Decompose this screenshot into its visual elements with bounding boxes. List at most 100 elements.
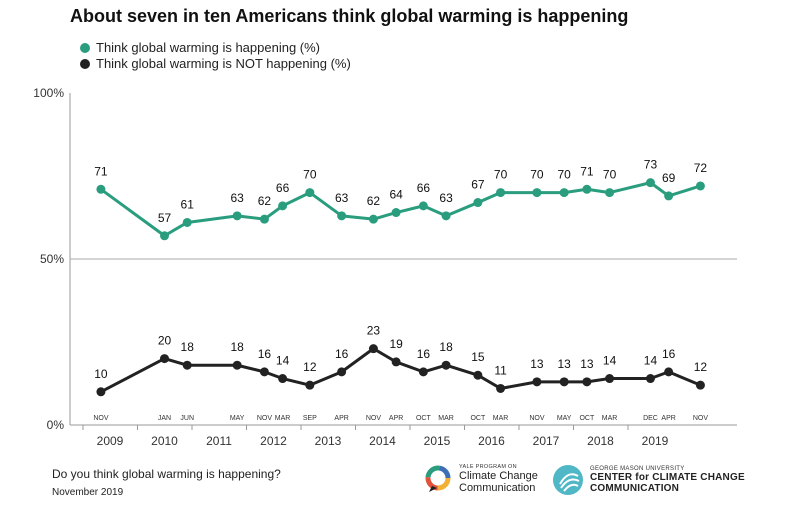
gmu-logo-line2: COMMUNICATION bbox=[590, 483, 680, 494]
data-label-not: 13 bbox=[580, 357, 594, 371]
y-tick-label: 100% bbox=[33, 86, 64, 100]
x-month-label: SEP bbox=[303, 415, 317, 422]
gmu-logo-small: GEORGE MASON UNIVERSITY bbox=[590, 466, 685, 472]
x-month-label: OCT bbox=[579, 415, 595, 422]
x-month-label: JAN bbox=[158, 415, 171, 422]
survey-question: Do you think global warming is happening… bbox=[52, 467, 281, 481]
data-point-not bbox=[441, 360, 451, 370]
data-point-not bbox=[605, 374, 615, 384]
legend-dot-not-happening-icon bbox=[80, 59, 90, 69]
data-point-not bbox=[532, 377, 542, 387]
data-point-happening bbox=[664, 191, 674, 201]
data-point-not bbox=[418, 367, 428, 377]
data-label-not: 20 bbox=[158, 334, 172, 348]
x-month-label: OCT bbox=[470, 415, 486, 422]
x-month-label: APR bbox=[661, 415, 675, 422]
x-year-label: 2016 bbox=[478, 434, 505, 448]
data-label-not: 15 bbox=[471, 350, 485, 364]
data-label-happening: 71 bbox=[580, 164, 594, 178]
data-label-not: 14 bbox=[276, 354, 290, 368]
x-month-label: MAY bbox=[230, 415, 245, 422]
data-label-happening: 57 bbox=[158, 211, 172, 225]
y-tick-label: 0% bbox=[47, 418, 65, 432]
data-point-not bbox=[182, 360, 192, 370]
data-point-happening bbox=[418, 201, 428, 211]
x-month-label: NOV bbox=[257, 415, 273, 422]
x-month-label: OCT bbox=[416, 415, 432, 422]
data-point-happening bbox=[559, 188, 569, 198]
x-month-label: MAR bbox=[275, 415, 291, 422]
data-point-happening bbox=[368, 214, 378, 224]
data-label-happening: 66 bbox=[276, 181, 290, 195]
data-point-not bbox=[278, 374, 288, 384]
data-label-happening: 70 bbox=[303, 168, 317, 182]
data-label-happening: 71 bbox=[94, 164, 108, 178]
data-point-not bbox=[559, 377, 569, 387]
data-point-happening bbox=[473, 198, 483, 208]
data-point-not bbox=[337, 367, 347, 377]
x-year-label: 2015 bbox=[424, 434, 451, 448]
x-month-label: NOV bbox=[693, 415, 709, 422]
data-point-happening bbox=[259, 214, 269, 224]
data-label-not: 18 bbox=[230, 340, 244, 354]
legend-item-not-happening: Think global warming is NOT happening (%… bbox=[80, 56, 351, 72]
data-label-happening: 70 bbox=[494, 168, 508, 182]
chart-title: About seven in ten Americans think globa… bbox=[70, 6, 629, 26]
data-label-happening: 62 bbox=[367, 194, 381, 208]
data-label-not: 23 bbox=[367, 324, 381, 338]
gmu-logo: GEORGE MASON UNIVERSITY CENTER for CLIMA… bbox=[552, 464, 745, 496]
data-label-happening: 70 bbox=[603, 168, 617, 182]
data-label-not: 11 bbox=[494, 363, 507, 377]
y-tick-label: 50% bbox=[40, 252, 64, 266]
data-point-not bbox=[96, 387, 106, 397]
data-point-happening bbox=[605, 188, 615, 198]
x-year-label: 2009 bbox=[97, 434, 124, 448]
x-year-label: 2018 bbox=[587, 434, 614, 448]
x-year-label: 2019 bbox=[642, 434, 669, 448]
legend-label-happening: Think global warming is happening (%) bbox=[96, 40, 321, 55]
data-point-not bbox=[645, 374, 655, 384]
data-point-happening bbox=[160, 231, 169, 241]
data-label-happening: 66 bbox=[417, 181, 431, 195]
data-point-happening bbox=[278, 201, 288, 211]
data-label-happening: 67 bbox=[471, 178, 485, 192]
x-year-label: 2017 bbox=[533, 434, 560, 448]
data-point-not bbox=[582, 377, 592, 387]
x-month-label: NOV bbox=[529, 415, 545, 422]
data-point-happening bbox=[337, 211, 347, 221]
data-label-not: 16 bbox=[258, 347, 272, 361]
data-point-happening bbox=[232, 211, 242, 221]
data-label-happening: 70 bbox=[557, 168, 571, 182]
x-month-label: MAR bbox=[602, 415, 618, 422]
x-year-label: 2014 bbox=[369, 434, 396, 448]
data-label-happening: 63 bbox=[230, 191, 244, 205]
x-month-label: MAR bbox=[438, 415, 454, 422]
data-point-happening bbox=[582, 184, 592, 194]
data-point-happening bbox=[182, 217, 192, 227]
yale-logo-line2: Communication bbox=[459, 482, 536, 494]
data-point-happening bbox=[695, 181, 705, 191]
data-point-happening bbox=[645, 178, 655, 188]
data-label-not: 18 bbox=[181, 340, 195, 354]
gmu-logo-line1: CENTER for CLIMATE CHANGE bbox=[590, 472, 745, 483]
yale-logo-small: YALE PROGRAM ON bbox=[459, 464, 517, 470]
data-point-not bbox=[160, 354, 169, 364]
x-month-label: MAR bbox=[493, 415, 509, 422]
data-label-happening: 72 bbox=[694, 161, 708, 175]
data-label-not: 16 bbox=[417, 347, 431, 361]
x-month-label: NOV bbox=[93, 415, 109, 422]
x-year-label: 2012 bbox=[260, 434, 287, 448]
data-label-not: 14 bbox=[644, 354, 658, 368]
data-label-happening: 61 bbox=[181, 197, 195, 211]
data-point-not bbox=[496, 383, 506, 393]
data-point-happening bbox=[496, 188, 506, 198]
yale-logo: YALE PROGRAM ON Climate Change Communica… bbox=[424, 464, 538, 494]
data-label-happening: 73 bbox=[644, 158, 658, 172]
data-label-not: 16 bbox=[335, 347, 349, 361]
data-label-happening: 63 bbox=[439, 191, 453, 205]
data-point-not bbox=[259, 367, 269, 377]
data-point-not bbox=[232, 360, 242, 370]
data-point-happening bbox=[305, 188, 315, 198]
data-point-not bbox=[368, 344, 378, 354]
